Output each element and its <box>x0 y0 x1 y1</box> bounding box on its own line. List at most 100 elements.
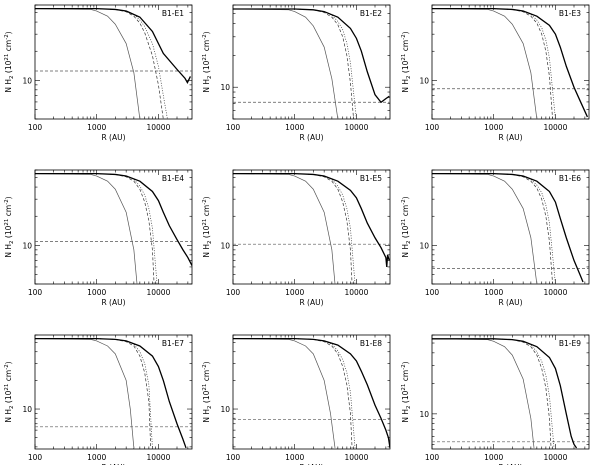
model-dotted-line <box>233 338 356 448</box>
plot-frame <box>34 334 193 450</box>
panel-B1-E6: 100 1000 10000 10 R (AU) N H2 (1021 cm-2) B1-E… <box>401 169 590 307</box>
x-axis-label: R (AU) <box>299 298 323 307</box>
panel-B1-E5: 100 1000 10000 10 R (AU) N H2 (1021 cm-2) B1-E… <box>202 169 391 307</box>
x-tick-label: 100 <box>425 288 440 297</box>
x-tick-label: 10000 <box>543 453 567 462</box>
plot-frame <box>232 334 391 450</box>
panel-title: B1-E3 <box>559 9 581 18</box>
y-tick-label: 10 <box>419 410 429 419</box>
y-tick-label: 10 <box>419 241 429 250</box>
plot-frame <box>34 169 193 285</box>
plot-frame <box>431 4 590 120</box>
panel-B1-E9: 100 1000 10000 10 R (AU) N H2 (1021 cm-2) B1-E… <box>401 334 590 465</box>
model-solid-line <box>35 8 141 119</box>
x-tick-label: 100 <box>425 123 440 132</box>
y-axis-label: N H2 (1021 cm-2) <box>4 361 15 422</box>
x-tick-label: 100 <box>28 123 43 132</box>
x-tick-label: 1000 <box>87 123 106 132</box>
model-dotted-line <box>35 8 168 119</box>
panel-title: B1-E9 <box>559 339 581 348</box>
x-tick-label: 1000 <box>87 453 106 462</box>
x-axis-label: R (AU) <box>101 298 125 307</box>
x-tick-label: 100 <box>226 288 241 297</box>
x-tick-label: 1000 <box>285 288 304 297</box>
x-tick-label: 10000 <box>146 453 170 462</box>
x-tick-label: 1000 <box>285 453 304 462</box>
x-axis-label: R (AU) <box>299 133 323 142</box>
model-dashed-line <box>432 338 552 449</box>
plot-frame <box>34 4 193 120</box>
observed-profile-line <box>35 173 192 266</box>
observed-profile-line <box>233 173 390 267</box>
x-axis-label: R (AU) <box>498 463 522 465</box>
model-dotted-line <box>432 338 555 449</box>
plot-frame <box>431 169 590 285</box>
x-tick-label: 10000 <box>146 288 170 297</box>
observed-profile-line <box>233 8 390 104</box>
y-axis-label: N H2 (1021 cm-2) <box>401 196 412 257</box>
x-tick-label: 100 <box>425 453 440 462</box>
y-tick-label: 10 <box>220 241 230 250</box>
x-tick-label: 10000 <box>146 123 170 132</box>
y-tick-label: 10 <box>220 405 230 414</box>
panel-B1-E3: 100 1000 10000 10 R (AU) N H2 (1021 cm-2) B1-E… <box>401 4 590 142</box>
y-tick-label: 10 <box>220 83 230 92</box>
model-solid-line <box>432 8 538 119</box>
model-dotted-line <box>233 173 356 284</box>
x-tick-label: 100 <box>226 123 241 132</box>
model-dashed-line <box>233 173 353 284</box>
y-tick-label: 10 <box>22 241 32 250</box>
x-tick-label: 10000 <box>543 123 567 132</box>
x-tick-label: 1000 <box>87 288 106 297</box>
y-axis-label: N H2 (1021 cm-2) <box>401 31 412 92</box>
x-axis-label: R (AU) <box>101 463 125 465</box>
x-tick-label: 10000 <box>344 288 368 297</box>
panel-B1-E2: 100 1000 10000 10 R (AU) N H2 (1021 cm-2) B1-E… <box>202 4 391 142</box>
model-dashed-line <box>35 8 164 119</box>
y-axis-label: N H2 (1021 cm-2) <box>202 31 213 92</box>
model-solid-line <box>432 173 538 284</box>
x-tick-label: 1000 <box>484 453 503 462</box>
model-dotted-line <box>432 173 556 284</box>
x-tick-label: 100 <box>28 288 43 297</box>
x-tick-label: 100 <box>226 453 241 462</box>
model-solid-line <box>35 338 135 448</box>
y-axis-label: N H2 (1021 cm-2) <box>401 361 412 422</box>
x-axis-label: R (AU) <box>498 298 522 307</box>
observed-profile-line <box>432 8 589 118</box>
y-axis-label: N H2 (1021 cm-2) <box>202 196 213 257</box>
panel-title: B1-E7 <box>162 339 184 348</box>
x-axis-label: R (AU) <box>498 133 522 142</box>
panel-title: B1-E2 <box>360 9 382 18</box>
observed-profile-line <box>233 337 390 449</box>
panel-title: B1-E5 <box>360 174 382 183</box>
x-tick-label: 10000 <box>543 288 567 297</box>
y-tick-label: 10 <box>419 76 429 85</box>
model-dotted-line <box>432 8 556 119</box>
model-solid-line <box>432 338 535 449</box>
y-axis-label: N H2 (1021 cm-2) <box>4 31 15 92</box>
observed-profile-line <box>35 8 192 84</box>
model-dashed-line <box>35 173 155 284</box>
x-tick-label: 1000 <box>484 288 503 297</box>
observed-profile-line <box>432 173 584 283</box>
panel-title: B1-E8 <box>360 339 382 348</box>
model-solid-line <box>233 8 339 119</box>
y-axis-label: N H2 (1021 cm-2) <box>4 196 15 257</box>
x-tick-label: 10000 <box>344 123 368 132</box>
x-axis-label: R (AU) <box>101 133 125 142</box>
panel-B1-E8: 100 1000 10000 10 R (AU) N H2 (1021 cm-2) B1-E… <box>202 334 391 465</box>
plot-frame <box>232 4 391 120</box>
plot-frame <box>232 169 391 285</box>
model-solid-line <box>233 338 336 448</box>
x-tick-label: 100 <box>28 453 43 462</box>
y-tick-label: 10 <box>22 76 32 85</box>
x-tick-label: 10000 <box>344 453 368 462</box>
y-tick-label: 10 <box>22 405 32 414</box>
x-tick-label: 1000 <box>484 123 503 132</box>
panel-B1-E7: 100 1000 10000 10 R (AU) N H2 (1021 cm-2) B1-E… <box>4 334 193 465</box>
model-dashed-line <box>233 338 353 448</box>
panel-B1-E1: 100 1000 10000 10 R (AU) N H2 (1021 cm-2) B1-E… <box>4 4 193 142</box>
observed-profile-line <box>432 338 578 449</box>
